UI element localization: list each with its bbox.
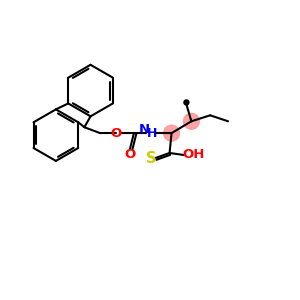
- Text: OH: OH: [182, 148, 205, 161]
- Circle shape: [164, 125, 179, 141]
- Text: O: O: [124, 148, 136, 161]
- Text: S: S: [146, 152, 157, 166]
- Text: H: H: [147, 127, 157, 140]
- Text: N: N: [139, 123, 150, 136]
- Text: O: O: [110, 127, 122, 140]
- Circle shape: [183, 113, 199, 129]
- Circle shape: [184, 100, 189, 105]
